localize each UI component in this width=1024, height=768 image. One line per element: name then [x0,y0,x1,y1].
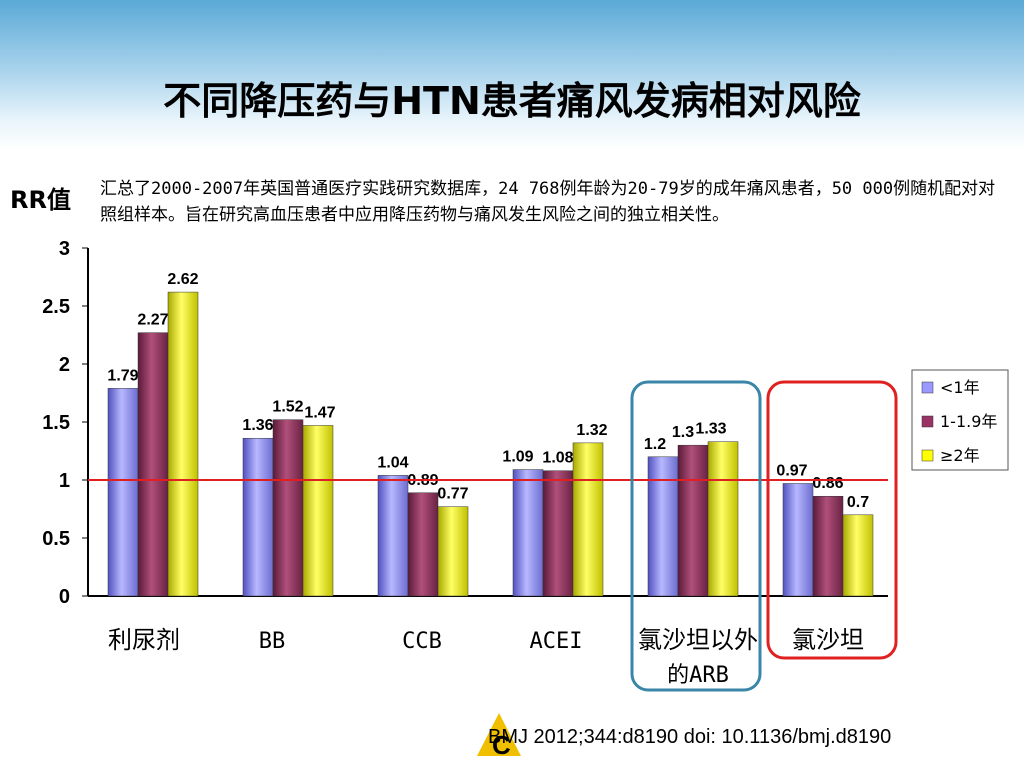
bar [572,442,604,597]
legend-swatch [921,381,934,394]
data-label: 0.86 [812,475,843,492]
bar [812,495,844,597]
category-label: CCB [402,629,442,654]
data-label: 1.08 [542,450,573,467]
legend-label: <1年 [940,378,980,397]
highlight-box-arb [630,380,762,692]
bar [167,291,199,597]
legend-label: ≥2年 [940,446,980,465]
bar [782,483,814,597]
bar [377,475,409,597]
category-label: ACEI [530,629,583,654]
data-label: 0.77 [437,486,468,503]
data-label: 0.7 [847,494,869,511]
y-axis-label: RR值 [10,186,71,214]
bar [272,419,304,597]
bar [242,437,274,597]
bar [137,332,169,597]
logo-text: C [492,730,511,760]
slide-title: 不同降压药与HTN患者痛风发病相对风险 [163,79,861,123]
study-description: 汇总了2000-2007年英国普通医疗实践研究数据库，24 768例年龄为20-… [100,179,996,225]
y-tick-label: 0.5 [42,528,70,550]
data-label: 1.3 [672,424,694,441]
bar [107,388,139,597]
data-label: 0.97 [776,462,807,479]
bar [842,514,874,597]
legend-swatch [921,449,934,462]
highlight-box-losartan [766,380,898,660]
data-label: 1.04 [377,454,408,471]
y-tick-label: 1 [59,470,70,492]
category-label: 利尿剂 [108,626,180,654]
data-label: 1.52 [272,399,303,416]
data-label: 1.32 [576,422,607,439]
data-label: 2.27 [137,312,168,329]
data-label: 1.33 [695,421,726,438]
y-tick-label: 3 [59,238,70,260]
legend-swatch [921,415,934,428]
bar [512,469,544,597]
legend-label: 1-1.9年 [940,412,997,431]
data-label: 1.79 [107,367,138,384]
bar [647,456,679,597]
bar [407,492,439,597]
category-label: BB [259,629,286,654]
bar [302,425,334,597]
bar [542,470,574,597]
data-label: 2.62 [167,271,198,288]
journal-logo: C [477,713,521,760]
bar [677,444,709,597]
data-label: 1.2 [644,436,666,453]
data-label: 1.36 [242,417,273,434]
category-label: 的ARB [667,663,729,688]
category-label: 氯沙坦以外 [638,626,758,654]
y-tick-label: 1.5 [42,412,70,434]
data-label: 1.47 [304,404,335,421]
logo-triangle [477,713,521,756]
y-tick-label: 2 [59,354,70,376]
bar [707,441,739,597]
y-tick-label: 0 [59,586,70,608]
citation: BMJ 2012;344:d8190 doi: 10.1136/bmj.d819… [488,726,892,748]
category-label: 氯沙坦 [792,626,864,654]
data-label: 1.09 [502,449,533,466]
y-tick-label: 2.5 [42,296,70,318]
bar [437,506,469,597]
